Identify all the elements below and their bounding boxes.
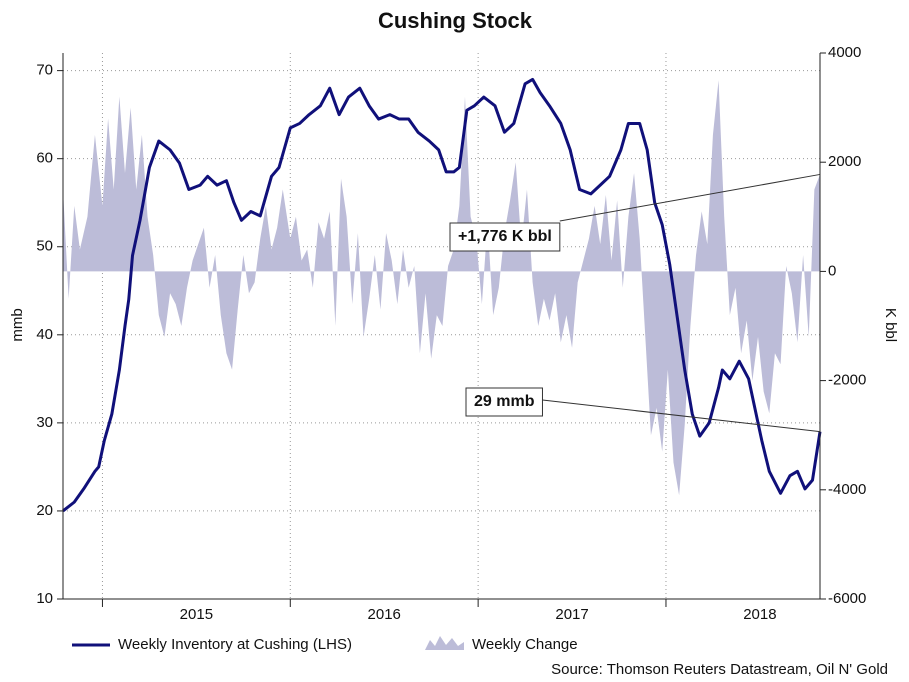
y2-tick-label: 2000 <box>828 153 861 170</box>
y2-tick-label: -4000 <box>828 481 866 498</box>
legend-swatch <box>425 636 464 650</box>
x-tick-label: 2016 <box>368 606 401 623</box>
y-axis-label: mmb <box>9 308 26 341</box>
y2-tick-label: -6000 <box>828 590 866 607</box>
y2-axis-label: K bbl <box>882 308 899 342</box>
chart-title: Cushing Stock <box>378 8 533 33</box>
legend-label: Weekly Inventory at Cushing (LHS) <box>118 636 352 653</box>
annotation-leader <box>559 173 821 222</box>
x-tick-label: 2018 <box>743 606 776 623</box>
legend-label: Weekly Change <box>472 636 578 653</box>
y2-tick-label: -2000 <box>828 372 866 389</box>
y-tick-label: 40 <box>36 326 53 343</box>
line <box>62 77 822 513</box>
source-note: Source: Thomson Reuters Datastream, Oil … <box>551 661 888 678</box>
annotation-text: 29 mmb <box>474 393 535 410</box>
y-tick-label: 20 <box>36 502 53 519</box>
y-tick-label: 50 <box>36 238 53 255</box>
x-tick-label: 2015 <box>180 606 213 623</box>
annotation-leader <box>542 399 821 433</box>
annotation-box <box>465 387 543 417</box>
y-tick-label: 60 <box>36 150 53 167</box>
x-tick-label: 2017 <box>555 606 588 623</box>
y2-tick-label: 0 <box>828 262 836 279</box>
annotation-text: +1,776 K bbl <box>458 228 552 245</box>
y-tick-label: 30 <box>36 414 53 431</box>
annotation-box <box>449 222 561 252</box>
y-tick-label: 70 <box>36 62 53 79</box>
y-tick-label: 10 <box>36 590 53 607</box>
y2-tick-label: 4000 <box>828 44 861 61</box>
area <box>63 80 820 496</box>
